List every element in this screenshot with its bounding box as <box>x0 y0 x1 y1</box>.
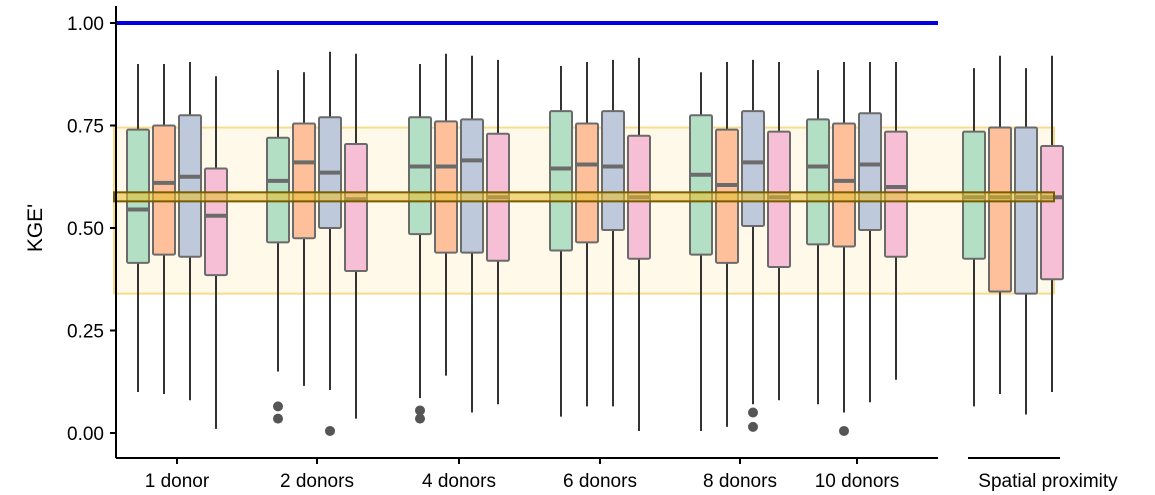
box-g1-b4 <box>204 167 228 277</box>
box-g2-b2 <box>292 122 316 240</box>
box-g7-b3 <box>1014 126 1038 295</box>
x-tick-label-6: 10 donors <box>815 471 900 492</box>
box-g7-b2 <box>988 126 1012 293</box>
x-tick-label-2: 2 donors <box>280 471 354 492</box>
y-tick-label-5: 1.00 <box>67 14 104 35</box>
x-tick-label-4: 6 donors <box>563 471 637 492</box>
outlier-g5-b3-1 <box>748 407 758 418</box>
overlay-layer <box>113 21 1055 203</box>
boxes-layer <box>126 51 1064 436</box>
x-tick-label-3: 4 donors <box>422 471 496 492</box>
axes-layer: 0.00 0.25 0.50 0.75 1.00 1 donor 2 donors 4 don… <box>67 6 1118 492</box>
box-g5-b3 <box>741 110 765 227</box>
outlier-g6-b2-1 <box>839 425 849 436</box>
y-tick-label-4: 0.75 <box>67 117 104 138</box>
box-g6-b1 <box>806 118 830 246</box>
x-tick-label-5: 8 donors <box>703 471 777 492</box>
box-g1-b2 <box>152 124 176 256</box>
box-g5-b1 <box>689 114 713 256</box>
box-g6-b3 <box>858 112 882 232</box>
box-g7-b4 <box>1040 145 1064 281</box>
outlier-g2-b1-2 <box>273 413 283 424</box>
box-g3-b1 <box>408 116 432 236</box>
x-tick-label-1: 1 donor <box>145 471 210 492</box>
box-g3-b3 <box>460 118 484 254</box>
box-g1-b3 <box>178 114 202 258</box>
x-tick-label-7: Spatial proximity <box>978 471 1118 492</box>
box-g6-b2 <box>832 122 856 248</box>
box-g3-b2 <box>434 120 458 254</box>
y-tick-label-1: 0.00 <box>67 424 104 445</box>
band-center-bar <box>113 191 1055 203</box>
outlier-g2-b1-1 <box>273 401 283 412</box>
outlier-g2-b3-1 <box>325 425 335 436</box>
box-g2-b4 <box>344 142 368 273</box>
y-tick-label-3: 0.50 <box>67 219 104 240</box>
outlier-g5-b3-2 <box>748 421 758 432</box>
y-tick-label-2: 0.25 <box>67 322 104 343</box>
box-g4-b3 <box>601 110 625 232</box>
box-g4-b2 <box>575 122 599 244</box>
outlier-g3-b1-2 <box>415 413 425 424</box>
box-g4-b1 <box>549 110 573 252</box>
box-g2-b1 <box>266 136 290 244</box>
y-axis-title: KGE' <box>24 204 47 252</box>
outlier-g3-b1-1 <box>415 405 425 416</box>
